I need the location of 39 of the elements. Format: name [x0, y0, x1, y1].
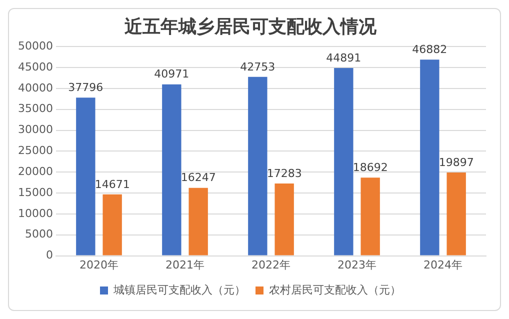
y-tick-label: 10000 — [18, 206, 53, 220]
x-tick-label: 2024年 — [424, 258, 462, 272]
y-tick-label: 35000 — [18, 102, 53, 116]
x-tick-label: 2021年 — [165, 258, 204, 272]
bar — [360, 178, 380, 256]
y-tick-label: 50000 — [18, 39, 53, 52]
data-label: 37796 — [68, 81, 104, 94]
bar — [162, 84, 182, 256]
data-label: 14671 — [94, 178, 130, 191]
legend-label: 城镇居民可支配收入（元） — [112, 283, 246, 296]
x-tick-label: 2020年 — [79, 258, 118, 272]
data-label: 19897 — [438, 156, 474, 169]
y-tick-label: 40000 — [18, 81, 53, 94]
x-tick-label: 2023年 — [338, 258, 376, 272]
bar — [248, 76, 268, 256]
x-tick-label: 2022年 — [251, 258, 290, 272]
bar — [102, 194, 122, 256]
y-tick-label: 25000 — [18, 144, 53, 158]
data-label: 17283 — [266, 166, 302, 180]
bar — [446, 172, 466, 256]
bar — [274, 183, 294, 256]
y-tick-label: 30000 — [18, 123, 53, 136]
data-label: 40971 — [154, 68, 190, 81]
data-label: 46882 — [412, 43, 448, 56]
data-label: 44891 — [326, 51, 362, 64]
data-label: 16247 — [180, 171, 216, 184]
y-tick-label: 0 — [46, 248, 53, 262]
legend-label: 农村居民可支配收入（元） — [269, 283, 401, 296]
data-label: 42753 — [240, 60, 276, 74]
y-tick-label: 5000 — [24, 228, 53, 241]
y-tick-label: 15000 — [18, 186, 53, 199]
y-tick-label: 45000 — [18, 60, 53, 74]
bar — [334, 68, 354, 256]
bar — [188, 188, 208, 256]
bar — [76, 98, 96, 256]
chart-title: 近五年城乡居民可支配收入情况 — [124, 16, 378, 38]
bar — [420, 60, 440, 256]
data-label: 18692 — [352, 160, 388, 174]
y-tick-label: 20000 — [18, 164, 53, 178]
